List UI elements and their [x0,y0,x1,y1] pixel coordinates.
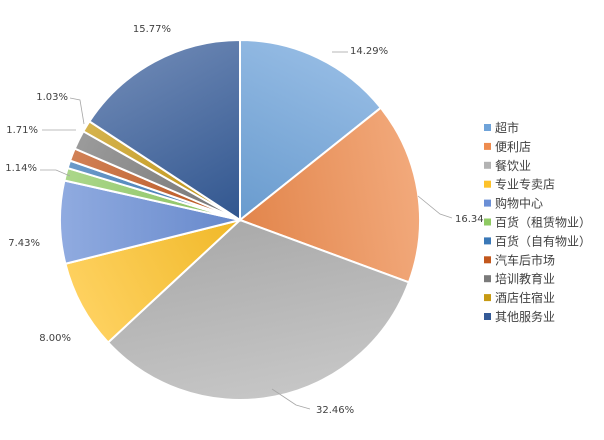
slice-1 [237,106,421,284]
slice-2 [106,218,411,401]
data-label-10: 15.77% [133,24,171,35]
legend-label-7: 汽车后市场 [495,252,555,267]
legend-label-5: 百货（租赁物业） [495,215,591,230]
legend-swatch-5 [484,218,491,226]
legend-swatch-4 [484,199,491,207]
legend-label-2: 餐饮业 [495,158,531,173]
data-label-8: 1.71% [6,125,38,136]
legend-label-9: 酒店住宿业 [495,290,555,305]
legend-label-8: 培训教育业 [495,271,555,286]
leader-line-1 [417,195,453,219]
legend-swatch-6 [484,237,491,245]
legend-swatch-1 [484,142,491,150]
legend-label-6: 百货（自有物业） [495,233,591,248]
legend-label-4: 购物中心 [495,196,543,211]
legend-swatch-2 [484,161,491,169]
legend-swatch-10 [484,313,491,320]
data-label-4: 7.43% [8,238,40,249]
legend-label-1: 便利店 [495,140,531,154]
data-label-0: 14.29% [350,46,388,57]
label-leader-lines [40,51,453,410]
legend-swatch-8 [484,275,491,283]
pie-slices [59,38,421,401]
legend-swatch-0 [484,124,491,131]
data-label-9: 1.03% [36,92,68,103]
data-label-2: 32.46% [316,405,354,416]
legend-swatch-3 [484,180,491,188]
legend-swatch-9 [484,294,491,302]
leader-line-5 [40,169,71,177]
data-labels: 14.29% 16.34 32.46% 8.00% 7.43% 1.14% 1.71% 1.0… [5,24,483,416]
data-label-5: 1.14% [5,163,37,174]
legend-label-10: 其他服务业 [495,309,555,324]
slice-0 [239,38,383,223]
data-label-3: 8.00% [39,333,71,344]
legend-label-3: 专业专卖店 [495,177,555,192]
data-label-1: 16.34 [455,214,484,225]
legend-label-0: 超市 [495,120,519,135]
leader-line-9 [69,97,85,125]
slice-3 [64,219,241,344]
legend-swatch-7 [484,256,491,264]
leader-line-2 [271,388,311,410]
slice-10 [88,38,241,222]
